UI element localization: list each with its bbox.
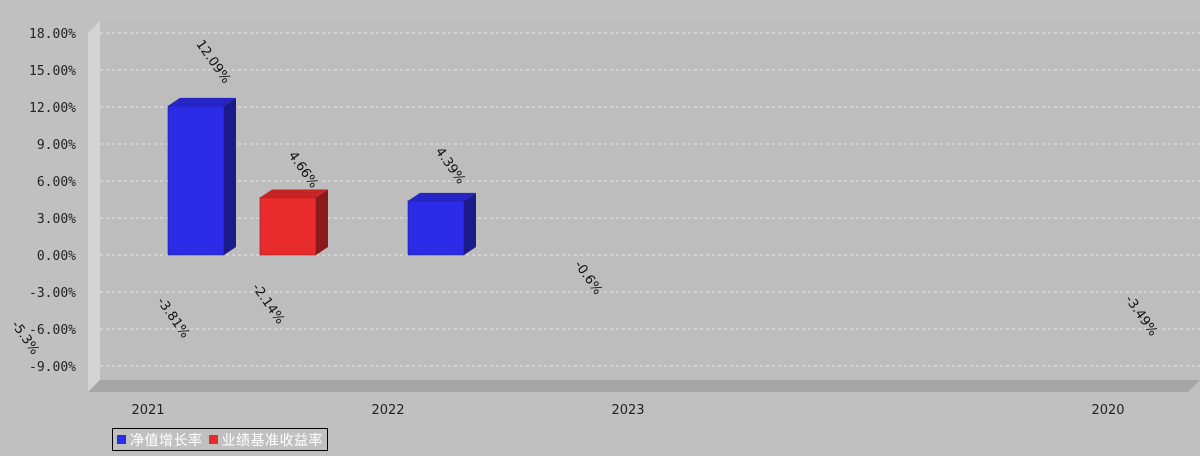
y-tick-label: -9.00%	[29, 360, 76, 375]
legend-label-series-1: 净值增长率	[130, 432, 203, 449]
bar-side	[464, 192, 476, 255]
bar-front	[259, 197, 317, 256]
legend-swatch-series-2	[208, 435, 218, 444]
plot-floor	[88, 380, 1200, 392]
plot-side-wall	[88, 21, 100, 392]
y-tick-label: 9.00%	[37, 138, 76, 153]
bar-top	[168, 97, 236, 106]
y-tick-label: 12.00%	[29, 101, 76, 116]
y-tick-label: 6.00%	[37, 175, 76, 190]
y-tick-label: -3.00%	[29, 286, 76, 301]
y-tick-label: 3.00%	[37, 212, 76, 227]
legend-item-series-1: 净值增长率	[117, 430, 203, 450]
bar-top	[260, 189, 328, 198]
bar-front	[407, 200, 465, 256]
x-tick-label: 2022	[371, 403, 404, 418]
bar-top	[408, 192, 476, 201]
legend-label-series-2: 业绩基准收益率	[221, 432, 323, 449]
x-tick-label: 2023	[611, 403, 644, 418]
plot-back-wall	[100, 21, 1200, 380]
y-tick-label: -6.00%	[29, 323, 76, 338]
legend: 净值增长率 业绩基准收益率	[112, 428, 328, 451]
y-tick-label: 15.00%	[29, 64, 76, 79]
x-tick-label: 2021	[131, 403, 164, 418]
bar-front	[167, 105, 225, 256]
y-tick-label: 0.00%	[37, 249, 76, 264]
y-tick-label: 18.00%	[29, 27, 76, 42]
bar-side	[224, 97, 236, 255]
x-tick-label: 2020	[1091, 403, 1124, 418]
legend-swatch-series-1	[117, 435, 126, 444]
bar-side	[316, 189, 328, 255]
legend-item-series-2: 业绩基准收益率	[208, 430, 324, 450]
